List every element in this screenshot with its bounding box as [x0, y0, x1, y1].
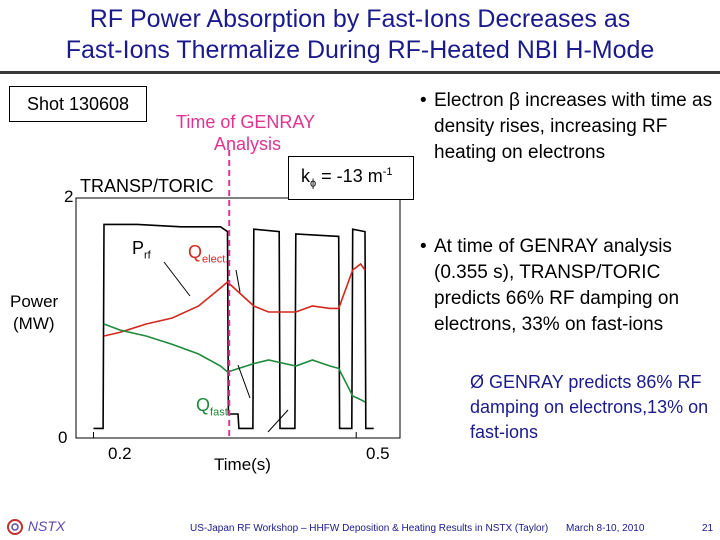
slide-title-line2: Fast-Ions Thermalize During RF-Heated NB… — [65, 36, 655, 64]
chart-series — [93, 223, 374, 430]
sub-bullet-genray-prediction: Ø GENRAY predicts 86% RF damping on elec… — [470, 370, 720, 445]
x-tick-0-2: 0.2 — [108, 444, 132, 463]
y-tick-2: 2 — [64, 187, 74, 206]
bullet-marker: • — [420, 236, 427, 257]
prf-pointer — [163, 261, 191, 297]
title-divider — [0, 71, 720, 74]
qfast-pointer — [237, 364, 251, 399]
x-tick-0-5: 0.5 — [366, 444, 390, 463]
nstx-logo-text: NSTX — [27, 518, 66, 534]
chart-axes — [75, 197, 401, 439]
slide-title-line1: RF Power Absorption by Fast-Ions Decreas… — [89, 5, 631, 33]
genray-time-label-2: Analysis — [214, 134, 282, 154]
footer-page-number: 21 — [702, 523, 714, 534]
bullet-marker: • — [420, 90, 427, 111]
y-axis-label-1: Power — [10, 292, 59, 311]
bullet-item-transp-prediction: • At time of GENRAY analysis (0.355 s), … — [420, 234, 715, 338]
chart-annotations — [163, 150, 289, 438]
toroidal-wavenumber-box: kϕ = -13 m-1 — [288, 156, 414, 200]
qelect-label: Qelect. — [188, 242, 229, 266]
shot-number-box: Shot 130608 — [9, 86, 147, 122]
toroidal-wavenumber-label: kϕ = -13 m-1 — [301, 166, 393, 190]
nstx-logo-icon — [7, 519, 23, 536]
x-axis-label: Time(s) — [214, 455, 271, 474]
footer-date: March 8-10, 2010 — [566, 523, 645, 534]
prf-label: Prf — [132, 238, 151, 262]
y-axis-label-2: (MW) — [13, 314, 55, 333]
y-tick-0: 0 — [58, 428, 68, 447]
bullet-text: At time of GENRAY analysis (0.355 s), TR… — [434, 236, 680, 335]
plot-frame — [75, 197, 401, 439]
series-line-prf — [93, 223, 374, 430]
series-line-qfast — [103, 323, 366, 403]
genray-time-label-1: Time of GENRAY — [176, 112, 316, 132]
sub-bullet-text: GENRAY predicts 86% RF damping on electr… — [470, 372, 709, 442]
bullet-text: Electron β increases with time as densit… — [434, 90, 713, 163]
slide-title: RF Power Absorption by Fast-Ions Decreas… — [0, 4, 720, 66]
transp-label: TRANSP/TORIC — [80, 176, 214, 196]
footer-center: US-Japan RF Workshop – HHFW Deposition &… — [190, 523, 549, 534]
qfast-pointer-2 — [267, 409, 289, 433]
qelect-pointer — [235, 269, 241, 293]
bullet-item-electron-beta: • Electron β increases with time as dens… — [420, 88, 715, 166]
qfast-label: Qfast — [196, 395, 228, 419]
nstx-logo: NSTX — [6, 518, 65, 536]
series-line-qelect — [103, 262, 366, 337]
sub-bullet-marker: Ø — [470, 372, 485, 392]
